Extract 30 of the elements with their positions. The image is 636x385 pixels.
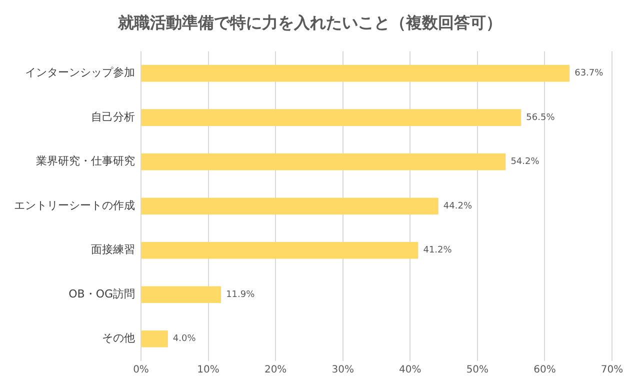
bar — [142, 242, 418, 259]
y-tick-label: その他 — [102, 332, 135, 345]
bar — [142, 64, 570, 82]
bar — [142, 286, 222, 304]
y-tick-label: 自己分析 — [91, 110, 135, 124]
x-tick-label: 10% — [197, 364, 220, 376]
data-label: 41.2% — [423, 246, 452, 256]
x-tick-label: 50% — [466, 364, 489, 376]
x-tick-label: 30% — [332, 364, 354, 376]
x-tick-label: 40% — [399, 364, 422, 376]
y-tick-label: 面接練習 — [91, 243, 135, 256]
data-label: 4.0% — [172, 334, 196, 344]
bar — [142, 198, 438, 215]
chart-title: 就職活動準備で特に力を入れたいこと（複数回答可） — [117, 12, 502, 32]
x-tick-label: 0% — [133, 364, 149, 376]
y-tick-label: インターンシップ参加 — [25, 66, 135, 80]
bar — [142, 153, 506, 170]
data-label: 63.7% — [574, 68, 604, 79]
bar — [142, 330, 168, 348]
data-label: 44.2% — [443, 201, 472, 212]
x-tick-label: 70% — [600, 364, 624, 376]
y-tick-label: エントリーシートの作成 — [14, 198, 135, 212]
data-label: 56.5% — [526, 112, 556, 123]
bar — [142, 109, 522, 126]
x-tick-label: 20% — [264, 364, 287, 376]
y-tick-label: 業界研究・仕事研究 — [36, 154, 135, 168]
y-tick-label: OB・OG訪問 — [68, 287, 135, 300]
data-label: 11.9% — [226, 290, 256, 300]
data-label: 54.2% — [510, 157, 540, 168]
x-tick-label: 60% — [534, 364, 556, 376]
